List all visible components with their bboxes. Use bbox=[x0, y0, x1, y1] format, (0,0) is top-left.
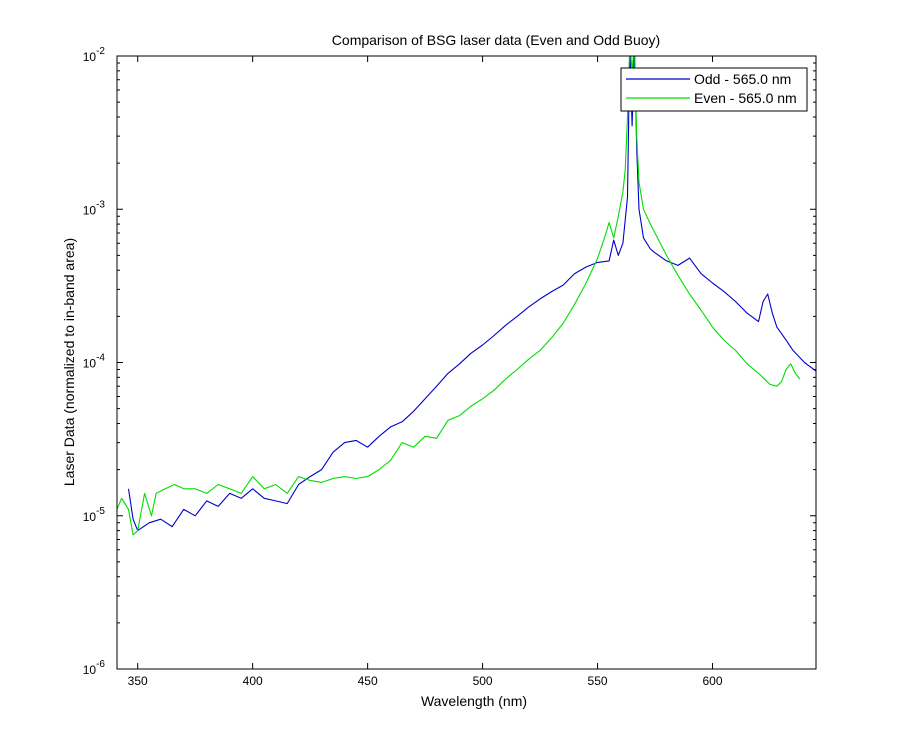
chart-title: Comparison of BSG laser data (Even and O… bbox=[332, 32, 660, 48]
y-axis-label: Laser Data (normalized to in-band area) bbox=[61, 238, 77, 486]
legend-box bbox=[620, 67, 808, 112]
plot-frame bbox=[116, 55, 817, 670]
x-tick-label: 500 bbox=[473, 674, 493, 688]
x-axis-label: Wavelength (nm) bbox=[421, 693, 527, 709]
series-line-even bbox=[117, 56, 801, 536]
x-tick-label: 600 bbox=[703, 674, 723, 688]
legend-label-odd: Odd - 565.0 nm bbox=[694, 71, 791, 87]
series-lines bbox=[117, 56, 816, 536]
y-tick-label: 10-6 bbox=[83, 659, 106, 677]
legend: Odd - 565.0 nm Even - 565.0 nm bbox=[620, 67, 808, 112]
x-tick-label: 350 bbox=[128, 674, 148, 688]
plot-area bbox=[117, 56, 816, 669]
y-tick-label: 10-3 bbox=[83, 199, 106, 217]
legend-label-even: Even - 565.0 nm bbox=[694, 90, 797, 106]
x-tick-label: 400 bbox=[243, 674, 263, 688]
series-line-odd bbox=[127, 56, 816, 532]
y-tick-label: 10-4 bbox=[83, 353, 106, 371]
x-tick-label: 450 bbox=[358, 674, 378, 688]
y-tick-label: 10-2 bbox=[83, 46, 106, 64]
x-tick-label: 550 bbox=[588, 674, 608, 688]
y-tick-label: 10-5 bbox=[83, 506, 106, 524]
